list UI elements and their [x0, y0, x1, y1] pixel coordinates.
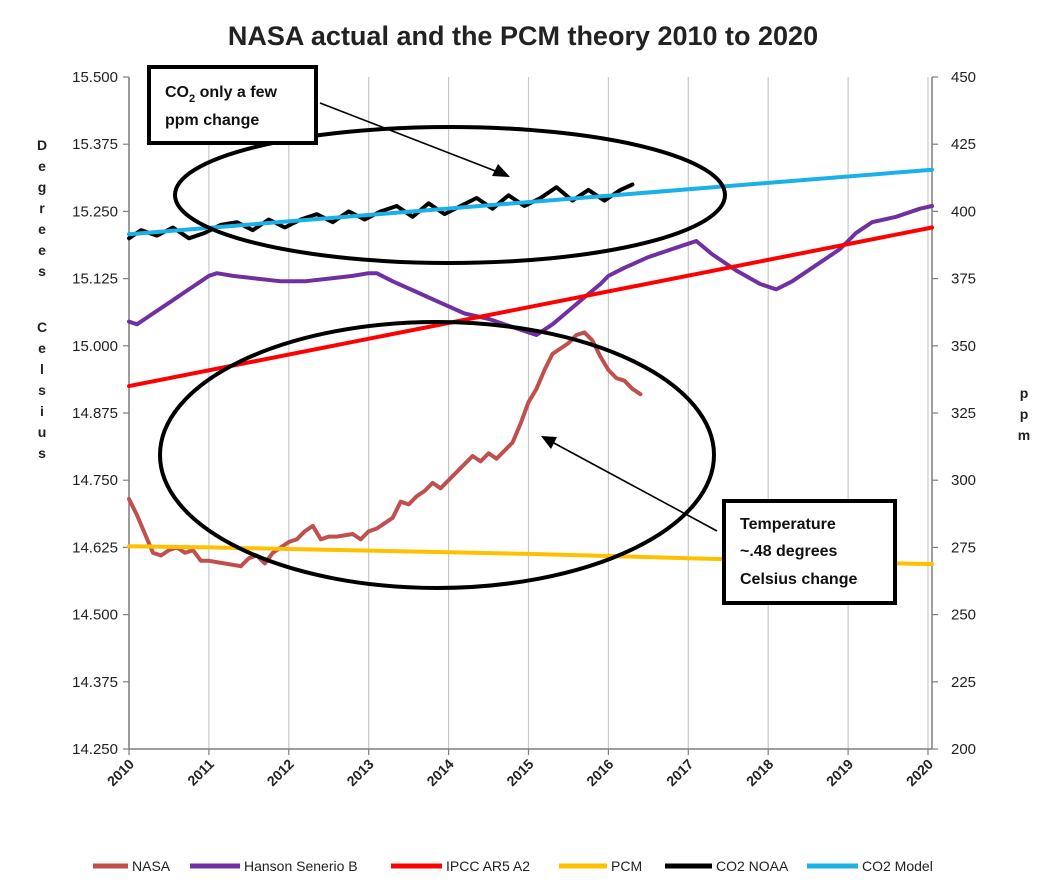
y2-tick-label: 375: [951, 271, 976, 288]
chart-title: NASA actual and the PCM theory 2010 to 2…: [228, 21, 818, 51]
y2-tick-label: 400: [951, 203, 976, 220]
y-tick-label: 15.500: [72, 69, 118, 86]
y-tick-label: 14.250: [72, 741, 118, 758]
series-co2-model: [127, 167, 934, 237]
x-tick-label: 2019: [823, 756, 856, 789]
x-tick-label: 2020: [903, 756, 936, 789]
y-tick-label: 15.125: [72, 271, 118, 288]
temp-callout-line1: Temperature: [740, 516, 836, 533]
y-axis-label-letter: e: [38, 242, 46, 258]
y-axis-label-letter: s: [38, 382, 46, 398]
series-lines: [127, 167, 934, 569]
x-tick-label: 2013: [343, 756, 376, 789]
y2-tick-label: 325: [951, 405, 976, 422]
temp-callout-line2: ~.48 degrees: [740, 543, 838, 560]
temperature-callout: Temperature ~.48 degrees Celsius change: [722, 499, 897, 605]
y-axis-label-letter: i: [40, 403, 44, 419]
series-co2-noaa: [127, 182, 635, 241]
x-tick-label: 2017: [663, 756, 696, 789]
series-ipcc-ar5-a2: [127, 225, 934, 389]
y-axis-label-letter: e: [38, 221, 46, 237]
x-axis-ticks: 2010 2011 2012 2013 2014 2015 2016 2017 2018 2019…: [104, 749, 936, 789]
annotations: CO2 only a few ppm change Temperature ~.…: [147, 65, 897, 605]
y2-tick-label: 275: [951, 539, 976, 556]
legend: NASA Hanson Senerio B IPCC AR5 A2 PCM CO2 NO…: [93, 858, 933, 874]
y-tick-label: 15.000: [72, 338, 118, 355]
co2-callout: CO2 only a few ppm change: [147, 65, 318, 145]
x-tick-label: 2011: [184, 756, 217, 789]
x-tick-label: 2016: [583, 756, 616, 789]
legend-label: PCM: [611, 858, 642, 874]
y2-axis-label-letter: m: [1018, 427, 1030, 443]
y2-tick-label: 200: [951, 741, 976, 758]
y-tick-label: 15.375: [72, 136, 118, 153]
temp-callout-line3: Celsius change: [740, 571, 857, 588]
x-tick-label: 2010: [104, 756, 137, 789]
y2-tick-label: 250: [951, 607, 976, 624]
y-tick-label: 14.875: [72, 405, 118, 422]
co2-subscript: 2: [189, 93, 195, 105]
y2-axis-label-letter: p: [1020, 385, 1029, 401]
x-tick-label: 2012: [264, 756, 297, 789]
legend-label: Hanson Senerio B: [244, 858, 358, 874]
y2-tick-label: 350: [951, 338, 976, 355]
legend-label: NASA: [132, 858, 171, 874]
y-tick-label: 14.625: [72, 539, 118, 556]
y2-tick-label: 425: [951, 136, 976, 153]
y2-axis-ticks: 450 425 400 375 350 325 300 275 250 225 200: [932, 69, 976, 758]
y-axis-label-letter: g: [38, 179, 47, 195]
y-tick-label: 15.250: [72, 203, 118, 220]
y-tick-label: 14.500: [72, 607, 118, 624]
co2-arrow: [319, 102, 510, 177]
y-axis-label-letter: D: [37, 137, 47, 153]
y-tick-label: 14.375: [72, 674, 118, 691]
y2-axis-label: ppm: [1018, 385, 1030, 443]
legend-label: IPCC AR5 A2: [446, 858, 530, 874]
y-axis-label-letter: l: [40, 361, 44, 377]
series-hanson-senerio-b: [127, 204, 934, 337]
y-axis-label-letter: s: [38, 263, 46, 279]
temperature-arrow: [541, 436, 718, 532]
y-axis-label-letter: C: [37, 319, 47, 335]
legend-label: CO2 NOAA: [716, 858, 789, 874]
y2-tick-label: 300: [951, 472, 976, 489]
y2-tick-label: 450: [951, 69, 976, 86]
grid-lines: [128, 77, 929, 749]
y-axis-label-letter: r: [39, 200, 45, 216]
y2-axis-label-letter: p: [1020, 406, 1029, 422]
x-tick-label: 2014: [423, 756, 456, 789]
y-axis-label-letter: u: [38, 424, 47, 440]
temperature-ellipse: [158, 320, 716, 590]
x-tick-label: 2018: [743, 756, 776, 789]
co2-callout-line2: ppm change: [165, 112, 259, 129]
y-axis-ticks: 15.500 15.375 15.250 15.125 15.000 14.875 14.7…: [72, 69, 129, 758]
co2-ellipse: [173, 125, 727, 265]
y2-tick-label: 225: [951, 674, 976, 691]
y-axis-label-letter: e: [38, 158, 46, 174]
y-tick-label: 14.750: [72, 472, 118, 489]
x-tick-label: 2015: [503, 756, 536, 789]
y-axis-label-letter: e: [38, 340, 46, 356]
co2-callout-line1: CO2 only a few: [165, 84, 277, 105]
series-nasa: [127, 330, 643, 569]
y-axis-label-letter: s: [38, 445, 46, 461]
legend-label: CO2 Model: [862, 858, 933, 874]
